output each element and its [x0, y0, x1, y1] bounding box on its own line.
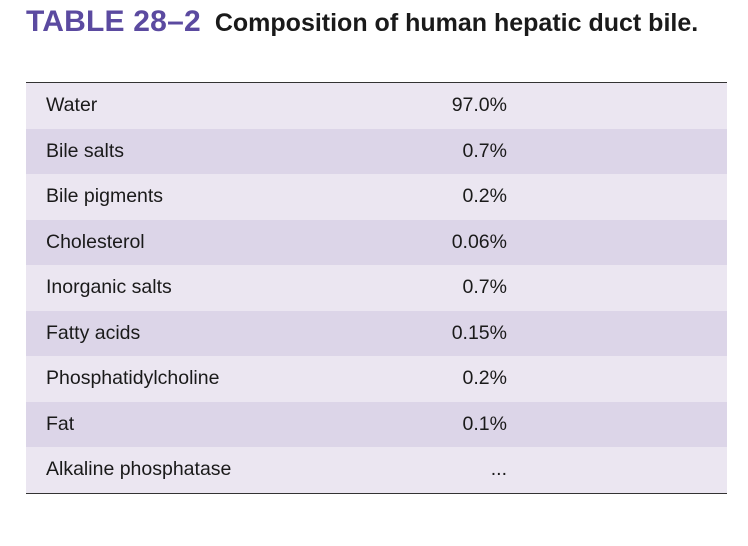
table-row: Water 97.0% — [26, 83, 727, 129]
table-row: Bile pigments 0.2% — [26, 174, 727, 220]
component-value: 97.0% — [451, 94, 507, 117]
component-value: 0.15% — [451, 321, 507, 344]
row-spacer — [507, 220, 727, 266]
table-row: Fat 0.1% — [26, 401, 727, 448]
component-value: 0.7% — [462, 139, 507, 162]
component-name: Fatty acids — [46, 321, 141, 344]
row-spacer — [507, 356, 727, 402]
row-spacer — [507, 447, 727, 493]
row-spacer — [507, 402, 727, 448]
table-row: Alkaline phosphatase ... — [26, 447, 727, 493]
row-spacer — [507, 83, 727, 129]
component-name: Inorganic salts — [46, 276, 172, 299]
component-name: Alkaline phosphatase — [46, 458, 232, 481]
row-spacer — [507, 265, 727, 311]
table-row: Bile salts 0.7% — [26, 128, 727, 175]
row-spacer — [507, 174, 727, 220]
component-value: 0.1% — [462, 412, 507, 435]
component-name: Bile pigments — [46, 185, 164, 208]
table-row: Phosphatidylcholine 0.2% — [26, 356, 727, 402]
component-name: Bile salts — [46, 139, 125, 162]
component-value: 0.06% — [451, 230, 507, 253]
row-spacer — [507, 311, 727, 357]
component-name: Cholesterol — [46, 230, 145, 253]
table-title: Composition of human hepatic duct bile. — [214, 9, 699, 37]
component-value: 0.2% — [462, 185, 507, 208]
component-name: Fat — [46, 412, 75, 435]
table-caption: TABLE 28–2 Composition of human hepatic d… — [26, 4, 726, 45]
component-value: ... — [490, 458, 507, 481]
table-row: Inorganic salts 0.7% — [26, 265, 727, 311]
table-row: Cholesterol 0.06% — [26, 219, 727, 266]
component-value: 0.2% — [462, 367, 507, 390]
component-name: Phosphatidylcholine — [46, 367, 220, 390]
bile-composition-table: Water 97.0% Bile salts 0.7% Bile pigment… — [26, 82, 727, 494]
table-row: Fatty acids 0.15% — [26, 310, 727, 357]
component-name: Water — [46, 94, 98, 117]
component-value: 0.7% — [462, 276, 507, 299]
row-spacer — [507, 129, 727, 175]
table-number-label: TABLE 28–2 — [26, 5, 201, 38]
